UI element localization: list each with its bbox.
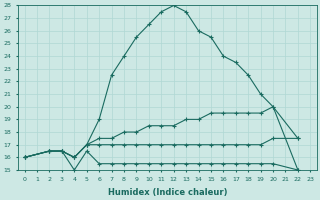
X-axis label: Humidex (Indice chaleur): Humidex (Indice chaleur): [108, 188, 227, 197]
